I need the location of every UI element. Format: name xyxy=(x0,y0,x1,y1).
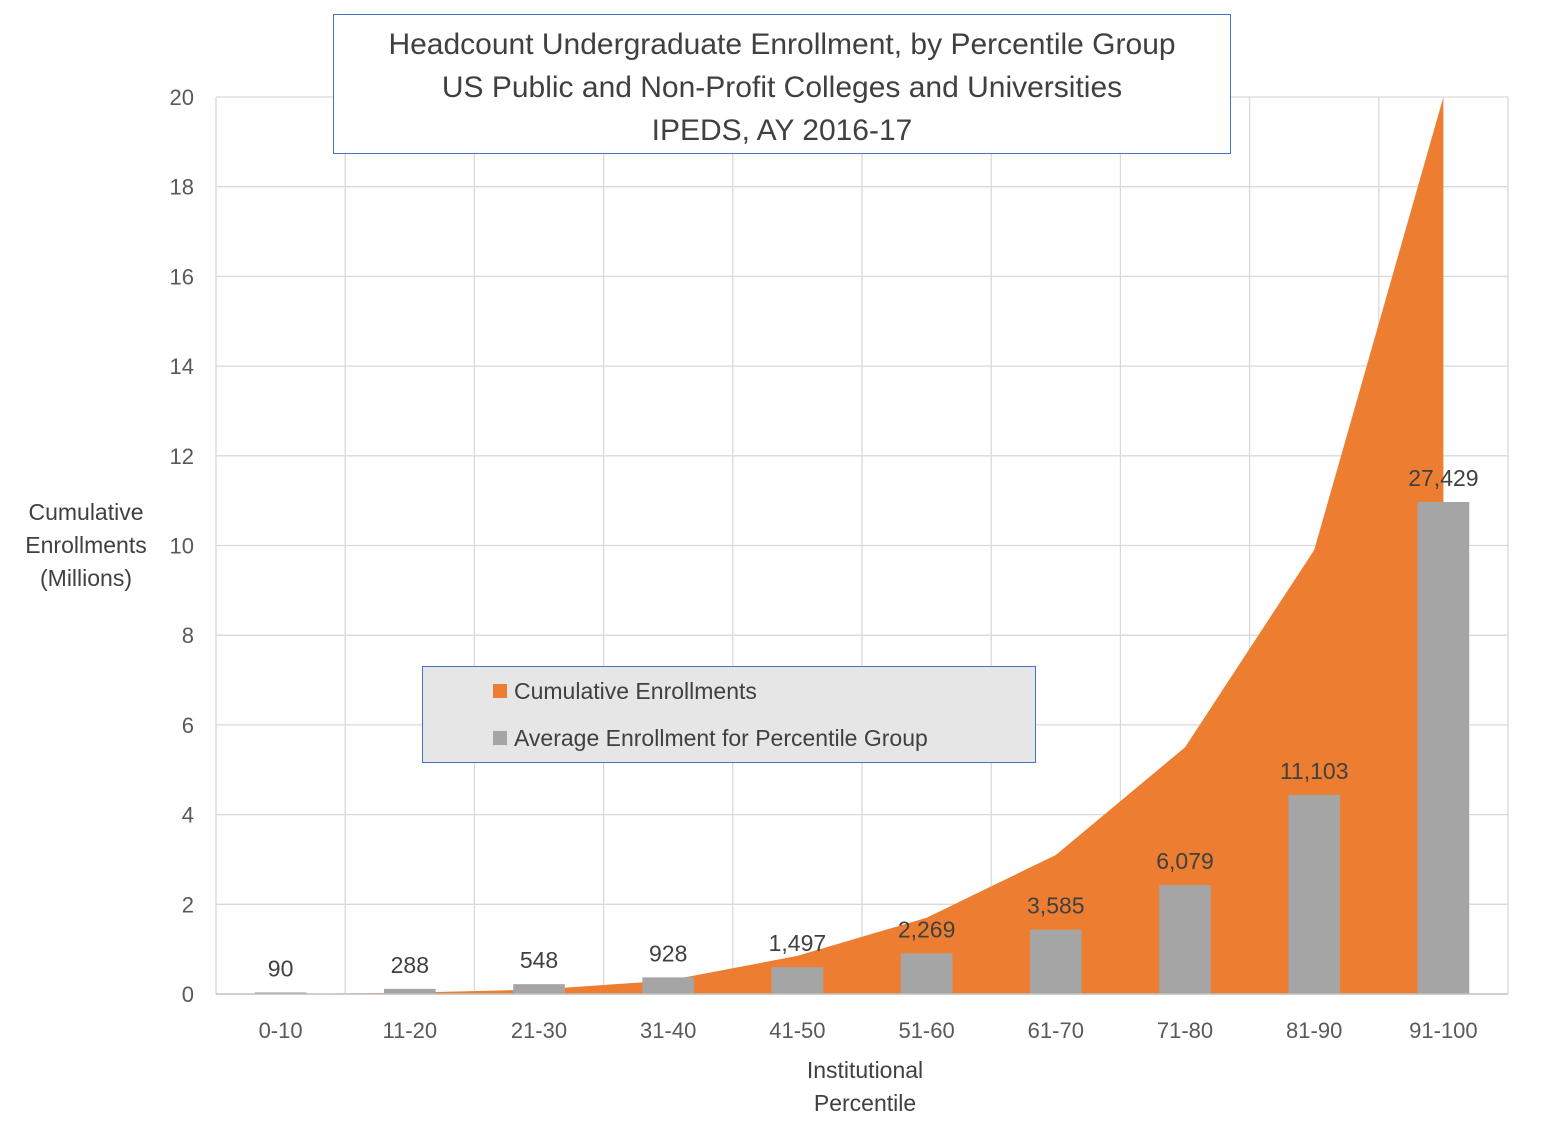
bar-data-label: 27,429 xyxy=(1408,465,1478,491)
y-tick-label: 6 xyxy=(182,713,194,738)
average-enrollment-bar xyxy=(1159,884,1211,994)
axis-layer: 0 2 4 6 8 10 12 14 16 18 20 0-10 11-20 21-30 31-40 41-5… xyxy=(170,85,1508,1043)
chart-title-line-3: IPEDS, AY 2016-17 xyxy=(651,114,913,147)
y-axis-title-line-1: Cumulative xyxy=(28,499,144,525)
bar-data-label: 1,497 xyxy=(769,930,827,956)
bar-data-label: 3,585 xyxy=(1027,893,1085,919)
legend-label-cumulative: Cumulative Enrollments xyxy=(514,677,757,704)
bar-data-label: 11,103 xyxy=(1280,758,1349,784)
y-tick-label: 20 xyxy=(170,85,194,110)
average-enrollment-bar xyxy=(513,984,565,994)
y-tick-label: 2 xyxy=(182,892,194,917)
legend-swatch-orange xyxy=(493,684,507,698)
y-axis-title: Cumulative Enrollments (Millions) xyxy=(0,496,172,595)
average-enrollment-bar xyxy=(1288,794,1341,994)
chart-title-line-2: US Public and Non-Profit Colleges and Un… xyxy=(441,71,1123,104)
y-tick-label: 16 xyxy=(170,264,194,289)
bar-data-label: 928 xyxy=(649,940,687,966)
x-tick-label: 11-20 xyxy=(382,1018,437,1043)
average-enrollment-bar xyxy=(254,992,307,994)
x-tick-label: 0-10 xyxy=(259,1018,303,1043)
y-tick-label: 4 xyxy=(182,803,194,828)
y-tick-label: 14 xyxy=(170,354,194,379)
x-tick-label: 51-60 xyxy=(898,1018,954,1043)
x-tick-label: 91-100 xyxy=(1409,1018,1478,1043)
x-tick-label: 31-40 xyxy=(640,1018,696,1043)
average-enrollment-bar xyxy=(383,988,436,994)
y-tick-label: 12 xyxy=(170,444,194,469)
x-tick-label: 61-70 xyxy=(1028,1018,1084,1043)
bar-data-label: 548 xyxy=(520,947,558,973)
x-tick-label: 81-90 xyxy=(1286,1018,1342,1043)
y-tick-label: 0 xyxy=(182,982,194,1007)
x-axis-title-line-1: Institutional xyxy=(806,1057,924,1083)
average-enrollment-bar xyxy=(771,967,824,994)
legend-item-cumulative: Cumulative Enrollments xyxy=(493,676,757,706)
average-enrollment-bar xyxy=(900,953,953,994)
y-tick-label: 8 xyxy=(182,623,194,648)
y-tick-label: 18 xyxy=(170,175,194,200)
x-axis-title: Institutional Percentile xyxy=(760,1054,970,1120)
bar-layer xyxy=(254,501,1470,994)
x-tick-label: 21-30 xyxy=(511,1018,567,1043)
y-tick-label: 10 xyxy=(170,534,194,559)
x-axis-title-line-2: Percentile xyxy=(813,1090,917,1116)
legend: Cumulative Enrollments Average Enrollmen… xyxy=(422,666,1036,763)
x-tick-label: 41-50 xyxy=(769,1018,825,1043)
bar-data-label: 288 xyxy=(391,952,429,978)
bar-data-label: 2,269 xyxy=(898,916,956,942)
average-enrollment-bar xyxy=(642,977,695,994)
chart-title-line-1: Headcount Undergraduate Enrollment, by P… xyxy=(388,28,1176,61)
bar-data-label: 90 xyxy=(268,955,294,981)
average-enrollment-bar xyxy=(1417,501,1470,994)
y-axis-title-line-3: (Millions) xyxy=(40,565,132,591)
y-axis-title-line-2: Enrollments xyxy=(25,532,147,558)
gridlines xyxy=(215,96,1509,994)
x-tick-label: 71-80 xyxy=(1157,1018,1213,1043)
legend-item-average: Average Enrollment for Percentile Group xyxy=(493,723,928,753)
average-enrollment-bar xyxy=(1029,929,1082,994)
bar-data-label: 6,079 xyxy=(1156,848,1214,874)
data-label-layer: 90 288 548 928 1,497 2,269 3,585 6,079 11,103 27,… xyxy=(268,465,1479,981)
legend-swatch-gray xyxy=(493,731,507,745)
chart-title: Headcount Undergraduate Enrollment, by P… xyxy=(333,14,1231,154)
legend-label-average: Average Enrollment for Percentile Group xyxy=(514,724,928,751)
